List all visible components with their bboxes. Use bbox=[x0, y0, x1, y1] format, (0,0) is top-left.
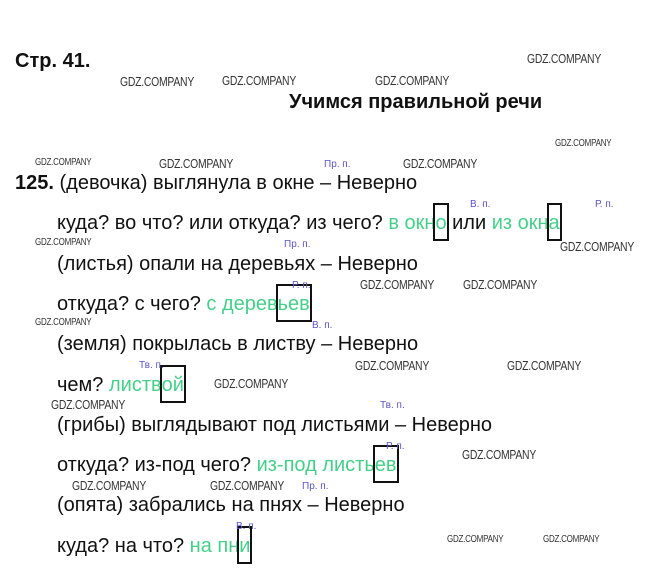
answer-text: из окн bbox=[491, 212, 549, 235]
exercise-line: (земля) покрылась в листву – Неверно bbox=[57, 332, 418, 356]
watermark: GDZ.COMPANY bbox=[159, 156, 234, 171]
watermark: GDZ.COMPANY bbox=[355, 358, 430, 373]
text: откуда? из-под чего? bbox=[57, 454, 257, 477]
exercise-line: откуда? из-под чего? из-под листьев bbox=[57, 445, 399, 484]
watermark: GDZ.COMPANY bbox=[375, 73, 450, 88]
case-label: Тв. п. bbox=[139, 360, 164, 371]
watermark: GDZ.COMPANY bbox=[462, 447, 537, 462]
watermark: GDZ.COMPANY bbox=[555, 138, 612, 149]
word-ending-box: о bbox=[433, 203, 449, 242]
case-label: Р. п. bbox=[292, 280, 311, 291]
watermark: GDZ.COMPANY bbox=[214, 376, 289, 391]
watermark: GDZ.COMPANY bbox=[35, 237, 92, 248]
watermark: GDZ.COMPANY bbox=[35, 317, 92, 328]
answer-text: на пн bbox=[189, 534, 240, 557]
watermark: GDZ.COMPANY bbox=[210, 478, 285, 493]
answer-text: листв bbox=[108, 373, 162, 396]
text: куда? на что? bbox=[57, 534, 190, 557]
word-ending-box: а bbox=[546, 203, 562, 242]
watermark: GDZ.COMPANY bbox=[560, 239, 635, 254]
text: или bbox=[446, 212, 492, 235]
watermark: GDZ.COMPANY bbox=[360, 277, 435, 292]
watermark: GDZ.COMPANY bbox=[543, 534, 600, 545]
text: (опята) забрались на пнях – Неверно bbox=[57, 494, 405, 517]
watermark: GDZ.COMPANY bbox=[447, 534, 504, 545]
watermark: GDZ.COMPANY bbox=[35, 157, 92, 168]
text: (грибы) выглядывают под листьями – Невер… bbox=[57, 413, 493, 436]
watermark: GDZ.COMPANY bbox=[403, 156, 478, 171]
exercise-line: 125. (девочка) выглянула в окне – Неверн… bbox=[15, 171, 417, 195]
watermark: GDZ.COMPANY bbox=[507, 358, 582, 373]
answer-text: с дерев bbox=[206, 292, 278, 315]
exercise-line: чем? листвой bbox=[57, 364, 186, 403]
watermark: GDZ.COMPANY bbox=[51, 397, 126, 412]
case-label: Пр. п. bbox=[324, 159, 351, 170]
text: (листья) опали на деревьях – Неверно bbox=[57, 252, 418, 275]
section-title: Учимся правильной речи bbox=[289, 91, 543, 113]
watermark: GDZ.COMPANY bbox=[72, 478, 147, 493]
case-label: В. п. bbox=[470, 199, 491, 210]
word-ending-box: ьев bbox=[275, 283, 312, 322]
case-label: Р. п. bbox=[595, 199, 614, 210]
answer-text: из-под листь bbox=[256, 454, 375, 477]
watermark: GDZ.COMPANY bbox=[120, 74, 195, 89]
word-ending-box: ой bbox=[159, 364, 186, 403]
exercise-line: откуда? с чего? с деревьев bbox=[57, 283, 312, 322]
exercise-number: 125. bbox=[15, 172, 60, 194]
text: куда? во что? или откуда? из чего? bbox=[57, 212, 389, 235]
text: (земля) покрылась в листву – Неверно bbox=[57, 333, 419, 356]
answer-text: в окн bbox=[388, 212, 436, 235]
exercise-line: (листья) опали на деревьях – Неверно bbox=[57, 252, 418, 276]
case-label: Пр. п. bbox=[302, 481, 329, 492]
page-reference: Стр. 41. bbox=[15, 50, 91, 72]
watermark: GDZ.COMPANY bbox=[463, 277, 538, 292]
text: чем? bbox=[57, 373, 109, 396]
case-label: В. п. bbox=[312, 320, 333, 331]
case-label: Р. п. bbox=[386, 441, 405, 452]
exercise-line: куда? на что? на пни bbox=[57, 525, 253, 564]
case-label: Пр. п. bbox=[284, 239, 311, 250]
text: (девочка) выглянула в окне – Неверно bbox=[59, 172, 418, 194]
exercise-line: (опята) забрались на пнях – Неверно bbox=[57, 493, 405, 517]
word-ending-box: и bbox=[237, 525, 253, 564]
watermark: GDZ.COMPANY bbox=[527, 51, 602, 66]
exercise-line: куда? во что? или откуда? из чего? в окн… bbox=[57, 203, 562, 242]
exercise-line: (грибы) выглядывают под листьями – Невер… bbox=[57, 413, 492, 437]
case-label: В. п. bbox=[236, 521, 257, 532]
text: откуда? с чего? bbox=[57, 292, 207, 315]
watermark: GDZ.COMPANY bbox=[222, 73, 297, 88]
case-label: Тв. п. bbox=[380, 400, 405, 411]
word-ending-box: ев bbox=[372, 445, 399, 484]
